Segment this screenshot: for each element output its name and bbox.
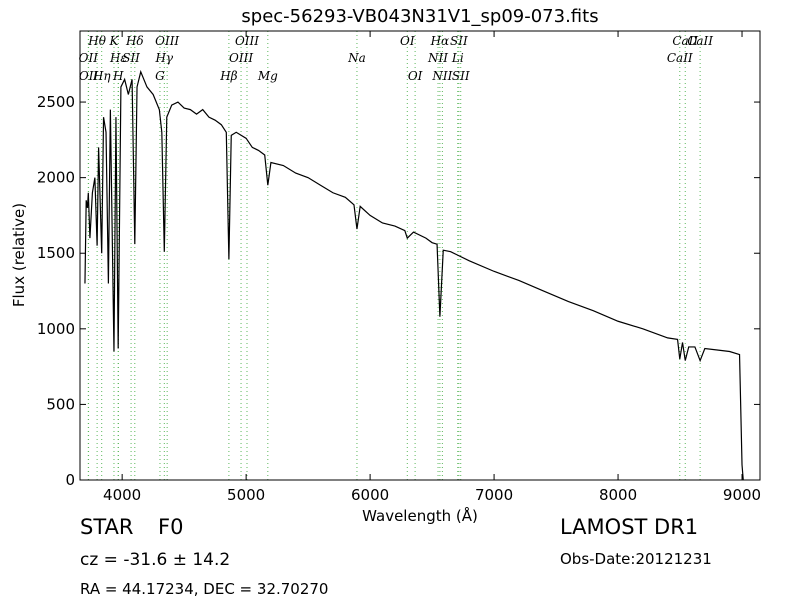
spectral-line-label: Mg	[257, 69, 278, 83]
spectral-line-label: Hβ	[219, 69, 237, 83]
spectrum-line	[84, 69, 744, 481]
obs-date: Obs-Date:20121231	[560, 550, 712, 568]
x-tick-label: 7000	[475, 486, 513, 504]
x-tick-label: 9000	[723, 486, 761, 504]
spectral-line-label: Hα	[430, 34, 450, 48]
spectral-line-label: SII	[452, 69, 470, 83]
survey: LAMOST DR1	[560, 515, 698, 539]
spectral-line-label: Hδ	[125, 34, 144, 48]
spectral-line-label: Hε	[109, 51, 127, 65]
coordinates: RA = 44.17234, DEC = 32.70270	[80, 580, 328, 598]
plot-frame	[79, 30, 761, 481]
y-tick-label: 500	[46, 395, 75, 413]
x-axis-label: Wavelength (Å)	[362, 506, 478, 525]
x-tick-label: 4000	[103, 486, 141, 504]
spectral-line-label: K	[108, 34, 119, 48]
spectral-line-label: SII	[122, 51, 140, 65]
spectral-line-label: Hγ	[154, 51, 173, 65]
spectral-line-label: Li	[451, 51, 464, 65]
subclass: F0	[158, 515, 183, 539]
spectral-line-label: OIII	[155, 34, 179, 48]
spectral-line-label: OI	[408, 69, 423, 83]
spectral-line-label: Hθ	[87, 34, 106, 48]
y-axis-label: Flux (relative)	[10, 203, 28, 307]
spectral-line-label: NII	[431, 69, 452, 83]
spectral-line-label: G	[155, 69, 165, 83]
spectral-line-label: CaII	[672, 34, 698, 48]
y-tick-label: 1000	[37, 320, 75, 338]
spectral-line-label: OI	[400, 34, 415, 48]
spectral-line-label: CaII	[667, 51, 693, 65]
y-tick-label: 1500	[37, 244, 75, 262]
spectral-line-label: H	[112, 69, 124, 83]
spectral-line-label: OII	[79, 51, 99, 65]
spectral-line-label: OII	[79, 69, 99, 83]
spectral-line-label: Hη	[92, 69, 111, 83]
y-tick-label: 0	[65, 471, 75, 489]
x-tick-label: 5000	[227, 486, 265, 504]
y-tick-label: 2500	[37, 93, 75, 111]
chart-title: spec-56293-VB043N31V1_sp09-073.fits	[241, 6, 598, 27]
spectral-line-label: CaII	[687, 34, 713, 48]
spectral-line-label: Na	[347, 51, 366, 65]
spectral-line-label: OIII	[229, 51, 253, 65]
spectral-line-label: OIII	[235, 34, 259, 48]
x-tick-label: 6000	[351, 486, 389, 504]
object-type: STAR	[80, 515, 133, 539]
spectral-line-label: SII	[450, 34, 468, 48]
spectral-line-label: NII	[427, 51, 448, 65]
redshift: cz = -31.6 ± 14.2	[80, 550, 230, 570]
x-tick-label: 8000	[599, 486, 637, 504]
y-tick-label: 2000	[37, 169, 75, 187]
